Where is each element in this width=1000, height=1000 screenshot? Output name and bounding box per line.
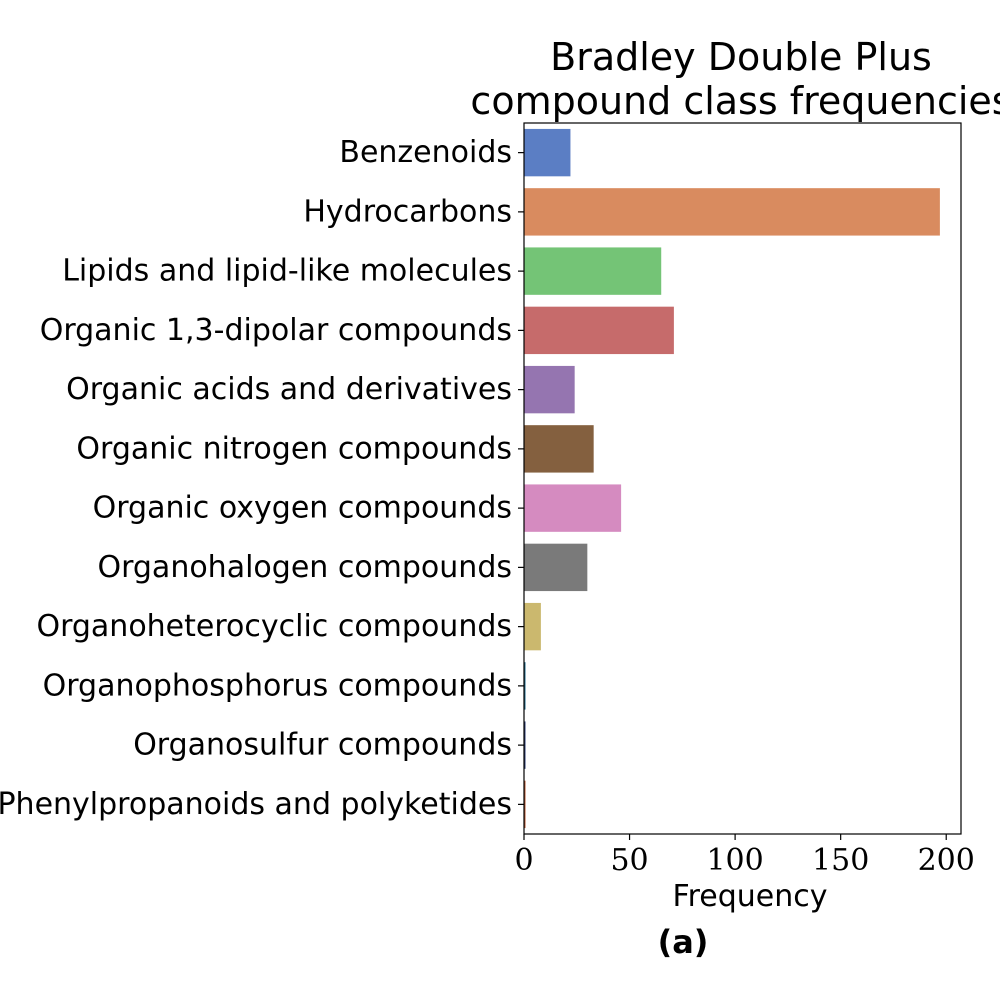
bar-7	[524, 543, 588, 592]
x-tick-label-2: 100	[706, 843, 763, 878]
bar-3	[524, 306, 674, 355]
category-label-2: Lipids and lipid-like molecules	[62, 254, 512, 289]
x-tick-label-1: 50	[610, 843, 648, 878]
x-axis-label: Frequency	[673, 879, 828, 914]
category-label-11: Phenylpropanoids and polyketides	[0, 787, 512, 822]
category-label-4: Organic acids and derivatives	[66, 372, 512, 407]
chart-title: Bradley Double Plus compound class frequ…	[470, 35, 1000, 123]
bar-9	[524, 662, 526, 710]
bar-11	[524, 780, 526, 829]
bar-10	[524, 721, 526, 769]
bars-group	[524, 128, 940, 829]
x-axis-ticks: 0 50 100 150 200	[514, 834, 975, 878]
x-tick-label-0: 0	[514, 843, 533, 878]
bar-2	[524, 247, 662, 295]
category-label-5: Organic nitrogen compounds	[76, 431, 512, 466]
x-tick-label-3: 150	[812, 843, 869, 878]
category-label-9: Organophosphorus compounds	[43, 668, 512, 703]
bar-6	[524, 484, 622, 532]
bar-0	[524, 128, 571, 177]
bar-4	[524, 365, 575, 414]
y-axis-ticks	[518, 152, 524, 805]
category-label-0: Benzenoids	[339, 135, 512, 170]
chart-title-line-1: Bradley Double Plus	[550, 35, 932, 79]
category-label-10: Organosulfur compounds	[133, 728, 512, 763]
x-tick-label-4: 200	[918, 843, 975, 878]
bar-5	[524, 425, 594, 473]
bar-1	[524, 188, 940, 236]
chart-title-line-2: compound class frequencies	[470, 79, 1000, 123]
category-labels: Benzenoids Hydrocarbons Lipids and lipid-l…	[0, 135, 512, 822]
bar-8	[524, 602, 541, 651]
panel-label: (a)	[658, 923, 709, 961]
category-label-7: Organohalogen compounds	[97, 550, 512, 585]
category-label-1: Hydrocarbons	[303, 194, 512, 229]
category-label-6: Organic oxygen compounds	[93, 491, 512, 526]
plot-frame	[523, 122, 962, 835]
category-label-8: Organoheterocyclic compounds	[36, 609, 512, 644]
category-label-3: Organic 1,3-dipolar compounds	[40, 313, 512, 348]
